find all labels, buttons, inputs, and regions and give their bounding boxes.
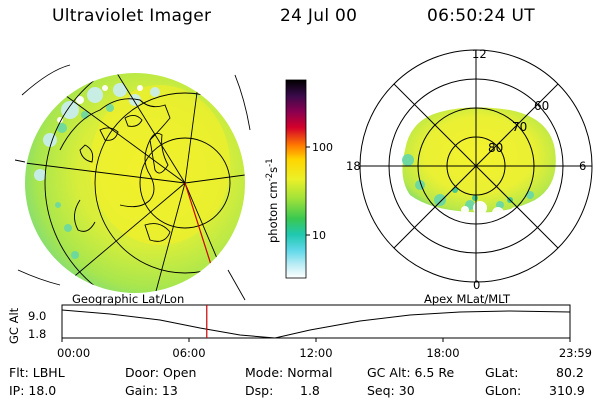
info-ip: IP: 18.0 [9,383,57,398]
info-glon-value: 310.9 [549,383,585,398]
geo-label: Geographic Lat/Lon [72,292,184,306]
info-glon-label: GLon: [485,383,522,398]
mlat-label-60: 60 [534,99,549,113]
polar-grid [359,49,593,283]
info-door: Door: Open [125,365,197,380]
apex-label: Apex MLat/MLT [424,292,511,306]
timeline-tick-label: 23:59 [559,346,592,360]
info-dsp-value: 1.8 [300,383,320,398]
timeline-y-min: 1.8 [28,327,46,341]
polar-plot: 12 18 6 0 60 70 80 [346,47,593,292]
colorbar-unit-label: photon cm-2s-1 [265,158,280,243]
mlt-label-0: 0 [473,278,480,292]
date-label: 24 Jul 00 [280,6,358,26]
info-mode: Mode: Normal [245,365,333,380]
colorbar-gradient [285,79,307,279]
time-label: 06:50:24 UT [427,6,535,26]
timeline-tick-label: 00:00 [57,346,90,360]
altitude-timeline: GC Alt 9.0 1.8 00:00 06:00 12:00 18:00 23:59 [7,304,592,360]
mlat-label-80: 80 [488,141,503,155]
info-glat-value: 80.2 [556,365,584,380]
timeline-tick-label: 12:00 [299,346,332,360]
timeline-ticks: 00:00 06:00 12:00 18:00 23:59 [57,338,592,360]
timeline-y-axis-label: GC Alt [7,307,21,344]
info-seq: Seq: 30 [367,383,415,398]
mlt-label-18: 18 [346,159,361,173]
mlt-label-6: 6 [579,159,586,173]
info-glat-label: GLat: [485,365,519,380]
dayglow-speckle [34,83,160,181]
altitude-curve [61,309,571,339]
colorbar-tick-10: 10 [312,229,326,242]
mlt-label-12: 12 [472,47,487,61]
geo-grid [25,73,245,293]
timeline-frame [61,304,571,339]
timeline-tick-label: 18:00 [426,346,459,360]
info-gc-alt: GC Alt: 6.5 Re [367,365,455,380]
timeline-tick-label: 06:00 [172,346,205,360]
timeline-y-max: 9.0 [28,309,46,323]
geographic-map [14,64,251,301]
colorbar-tick-100: 100 [312,141,333,154]
mlat-label-70: 70 [512,120,527,134]
info-dsp-label: Dsp: [245,383,274,398]
info-filter: Flt: LBHL [9,365,65,380]
auroral-oval [402,107,556,213]
app-title: Ultraviolet Imager [52,6,212,26]
info-gain: Gain: 13 [125,383,178,398]
colorbar: 100 10 photon cm-2s-1 [265,79,333,279]
